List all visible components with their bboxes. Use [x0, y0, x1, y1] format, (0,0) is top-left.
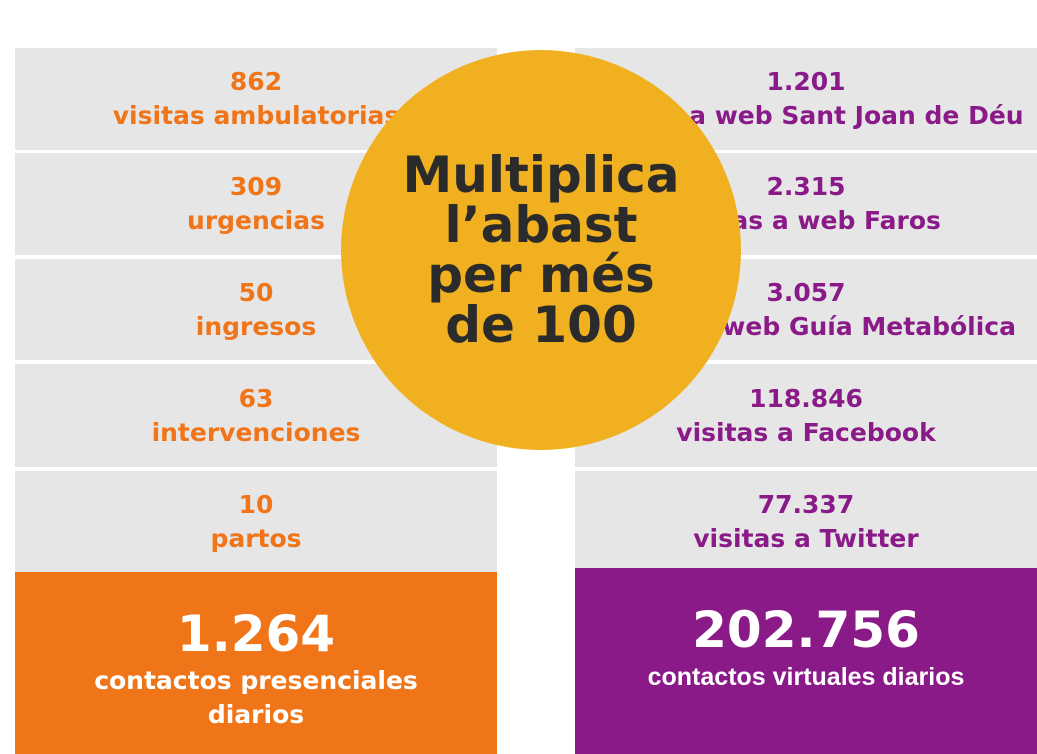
stat-value: 2.315 — [766, 172, 846, 201]
total-label: contactos presenciales diarios — [94, 666, 418, 729]
stat-label: visitas a Facebook — [676, 417, 936, 447]
stat-value: 309 — [229, 172, 283, 201]
stat-label: partos — [210, 523, 302, 553]
stat-value: 1.201 — [766, 67, 846, 96]
stat-value: 862 — [229, 67, 283, 96]
total-label: contactos virtuales diarios — [647, 663, 965, 691]
headline-line: de 100 — [445, 296, 637, 354]
headline-circle: Multiplica l’abast per més de 100 — [341, 50, 741, 450]
total-box: 202.756 contactos virtuales diarios — [575, 568, 1037, 754]
stat-value: 77.337 — [757, 489, 855, 519]
stat-label: ingresos — [195, 311, 317, 341]
stat-value: 50 — [238, 277, 274, 307]
stat-row: 10 partos — [15, 471, 497, 572]
stat-value: 3.057 — [766, 277, 846, 307]
total-box: 1.264 contactos presenciales diarios — [15, 572, 497, 754]
stat-label: visitas ambulatorias — [112, 101, 400, 130]
stat-row: 77.337 visitas a Twitter — [575, 471, 1037, 572]
total-value: 202.756 — [692, 601, 920, 659]
stat-label: intervenciones — [151, 417, 361, 447]
stat-label: visitas a Twitter — [693, 523, 919, 553]
headline-line: per més — [427, 246, 655, 304]
headline-line: Multiplica — [402, 146, 680, 204]
stat-label: urgencias — [187, 206, 325, 235]
stat-value: 118.846 — [749, 383, 863, 413]
stat-value: 10 — [238, 489, 274, 519]
total-value: 1.264 — [176, 605, 336, 663]
headline-line: l’abast — [444, 196, 638, 254]
stat-value: 63 — [238, 383, 274, 413]
